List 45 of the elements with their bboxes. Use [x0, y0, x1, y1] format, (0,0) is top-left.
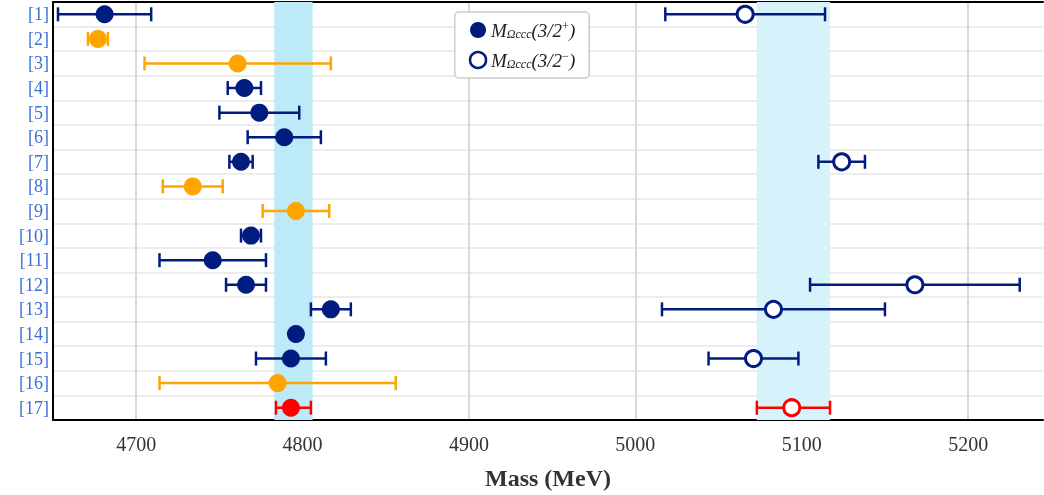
y-tick-label: [9]: [28, 201, 49, 221]
x-axis-title: Mass (MeV): [485, 465, 611, 491]
y-tick-label: [4]: [28, 78, 49, 99]
y-tick-label: [14]: [19, 323, 49, 344]
y-tick-label: [17]: [19, 397, 49, 418]
y-tick-label: [1]: [28, 4, 49, 25]
x-tick-label: 5100: [781, 433, 822, 455]
y-tick-label: [11]: [19, 250, 49, 271]
y-tick-label: [16]: [19, 373, 49, 394]
point: [235, 79, 254, 98]
y-tick-label: [13]: [19, 299, 49, 320]
point: [250, 103, 269, 122]
point: [203, 251, 222, 270]
point: [281, 349, 300, 368]
y-tick-label: [10]: [19, 225, 49, 246]
y-tick-label: [3]: [28, 53, 49, 74]
point: [744, 349, 763, 369]
point: [183, 177, 202, 196]
y-tick-label: [15]: [19, 348, 49, 369]
point: [228, 54, 247, 73]
y-tick-label: [2]: [28, 28, 49, 49]
point: [321, 300, 340, 319]
point: [286, 324, 305, 343]
x-tick-label: 4900: [448, 433, 489, 455]
y-tick-label: [8]: [28, 176, 49, 197]
x-tick-label: 5200: [948, 433, 989, 455]
x-tick-label: 4700: [116, 433, 157, 455]
point: [237, 275, 256, 294]
point: [275, 128, 294, 147]
point: [268, 374, 287, 393]
point: [763, 299, 783, 319]
y-tick-label: [5]: [28, 102, 49, 123]
x-tick-label: 5000: [615, 433, 656, 455]
y-tick-label: [12]: [19, 274, 49, 295]
point: [905, 275, 925, 295]
point: [286, 202, 305, 220]
y-tick-label: [7]: [28, 151, 49, 172]
point: [735, 4, 755, 24]
point: [832, 152, 852, 172]
x-tick-label: 4800: [282, 433, 323, 455]
point: [95, 5, 114, 24]
point: [782, 398, 802, 418]
point: [281, 398, 300, 417]
y-tick-label: [6]: [28, 127, 49, 148]
point: [232, 152, 251, 171]
